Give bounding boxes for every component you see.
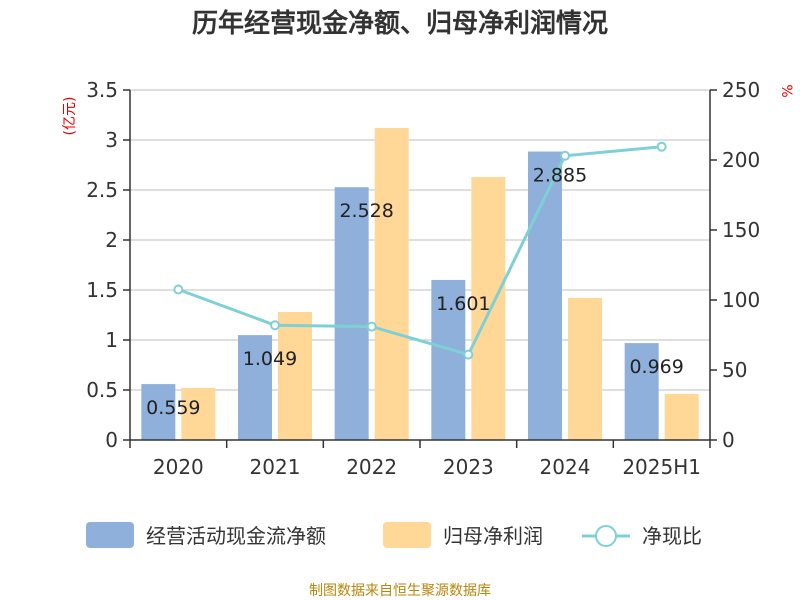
x-tick-label: 2022 <box>346 455 397 479</box>
ratio-line <box>173 141 667 360</box>
ratio-polyline <box>177 145 662 357</box>
legend-marker-ratio <box>595 525 617 547</box>
x-tick-label: 2021 <box>250 455 301 479</box>
bar-cash-flow <box>624 343 659 440</box>
right-tick-label: 100 <box>722 288 760 312</box>
left-tick-label: 3 <box>105 128 118 152</box>
ratio-point <box>366 321 377 332</box>
left-tick-label: 1 <box>105 328 118 352</box>
right-tick-label: 150 <box>722 218 760 242</box>
bar-net-profit <box>181 388 216 440</box>
data-label-cash-flow: 0.559 <box>146 397 200 419</box>
left-tick-label: 2.5 <box>86 178 118 202</box>
right-tick-label: 50 <box>722 358 747 382</box>
legend-label-net-profit: 归母净利润 <box>443 524 543 548</box>
data-label-cash-flow: 0.969 <box>629 356 683 378</box>
bar-net-profit <box>374 128 409 440</box>
data-label-cash-flow: 1.049 <box>243 348 297 370</box>
chart-title: 历年经营现金净额、归母净利润情况 <box>192 8 608 39</box>
right-tick-label: 200 <box>722 148 760 172</box>
x-tick-label: 2020 <box>153 455 204 479</box>
left-tick-label: 3.5 <box>86 78 118 102</box>
bar-cash-flow <box>431 279 466 440</box>
legend-swatch-net-profit <box>383 522 431 548</box>
ratio-point <box>173 284 184 295</box>
data-label-cash-flow: 2.528 <box>339 200 393 222</box>
right-tick-label: 0 <box>722 428 735 452</box>
bar-net-profit <box>278 312 312 440</box>
legend-label-ratio: 净现比 <box>642 524 702 548</box>
legend-label-cash-flow: 经营活动现金流净额 <box>146 524 326 548</box>
left-tick-label: 1.5 <box>86 278 118 302</box>
bars <box>141 128 699 440</box>
ratio-point <box>463 349 474 360</box>
left-axis-unit: (亿元) <box>62 97 78 136</box>
data-label-cash-flow: 2.885 <box>533 165 587 187</box>
bar-net-profit <box>664 394 699 440</box>
axes: 0 0.5 1 1.5 2 2.5 3 3.5 0 50 100 150 200 250 2020 2021 2… <box>86 78 760 479</box>
data-label-cash-flow: 1.601 <box>436 293 490 315</box>
bar-cash-flow <box>334 187 369 440</box>
ratio-point <box>270 320 280 331</box>
left-tick-label: 0.5 <box>86 378 118 402</box>
left-tick-label: 0 <box>105 428 118 452</box>
ratio-point <box>656 141 667 152</box>
legend: 经营活动现金流净额 归母净利润 净现比 <box>86 522 702 548</box>
source-note: 制图数据来自恒生聚源数据库 <box>309 583 491 599</box>
ratio-point <box>560 150 570 161</box>
left-tick-label: 2 <box>105 228 118 252</box>
legend-swatch-cash-flow <box>86 522 134 548</box>
right-axis-unit: % <box>778 84 794 97</box>
bar-cash-flow <box>141 384 176 440</box>
bar-cash-flow <box>238 335 272 440</box>
right-tick-label: 250 <box>722 78 760 102</box>
x-tick-label: 2023 <box>443 455 494 479</box>
x-tick-label: 2025H1 <box>622 455 701 479</box>
bar-net-profit <box>471 177 506 440</box>
grid-lines <box>130 89 710 391</box>
bar-net-profit <box>568 298 602 440</box>
x-tick-label: 2024 <box>540 455 591 479</box>
data-labels: 0.559 1.049 2.528 1.601 2.885 0.969 <box>146 165 684 420</box>
